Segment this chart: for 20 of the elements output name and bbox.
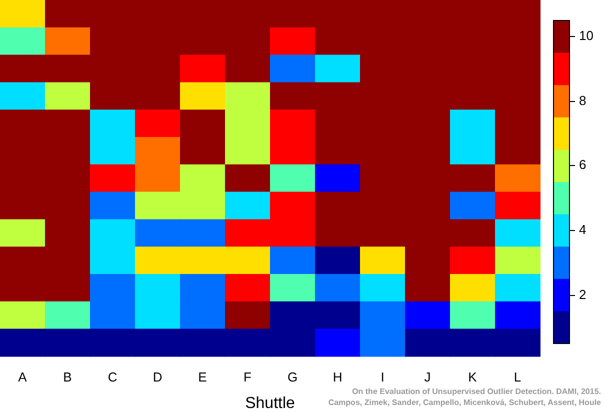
color-bar-label: 2	[579, 287, 586, 302]
x-tick-label: C	[108, 370, 118, 385]
text: Campos, Zimek, Sander, Campello, Micenková, Schubert, Assent, Houle	[328, 398, 602, 408]
color-bar-label: 6	[579, 157, 586, 172]
text: On the Evaluation of Unsupervised Outlier Detection. DAMI, 2015.	[352, 387, 601, 396]
x-axis-title: Shuttle	[245, 394, 296, 412]
x-tick-label: K	[468, 370, 478, 385]
x-tick-label: D	[152, 370, 162, 385]
color-bar-label: 4	[579, 222, 586, 238]
x-tick-label: J	[424, 370, 431, 385]
x-tick-label: I	[380, 370, 384, 385]
x-tick-label: E	[198, 370, 208, 385]
x-tick-label: F	[244, 370, 252, 385]
x-tick-label: H	[332, 370, 342, 385]
x-tick-label: G	[287, 370, 298, 385]
color-bar-label: 10	[579, 28, 594, 44]
x-tick-label: A	[18, 370, 28, 385]
color-bar-label: 8	[579, 93, 586, 108]
x-tick-label: L	[514, 370, 522, 385]
x-tick-label: B	[63, 370, 72, 385]
